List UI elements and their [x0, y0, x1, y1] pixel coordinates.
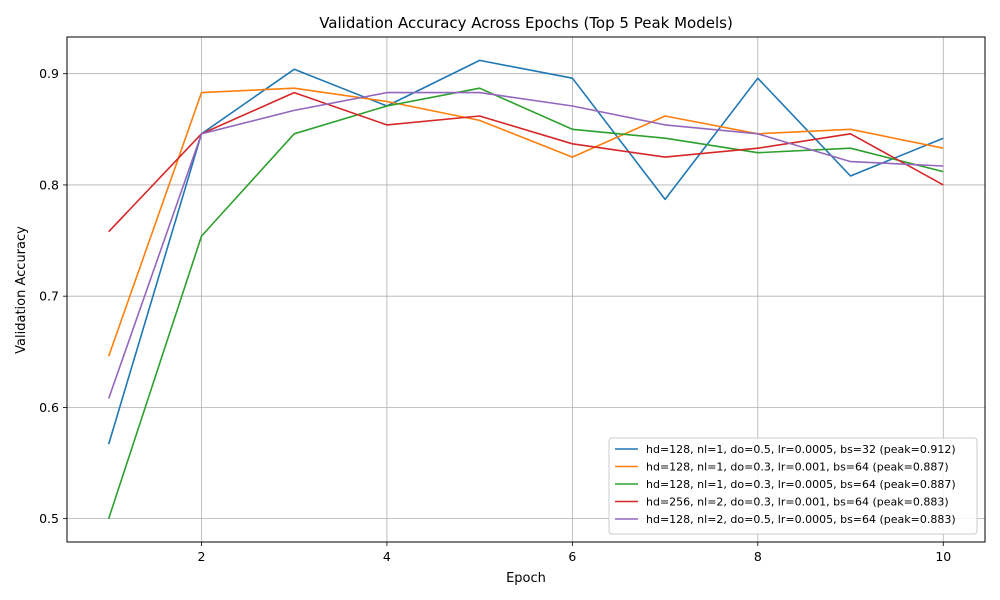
x-tick-label: 4	[383, 549, 391, 564]
series-line-3	[107, 87, 944, 519]
x-tick-label: 2	[197, 549, 205, 564]
legend-box	[608, 437, 978, 535]
series-line-1	[107, 59, 944, 445]
legend-entry: hd=128, nl=2, do=0.5, lr=0.0005, bs=64 (…	[646, 513, 956, 526]
x-tick-label: 8	[754, 549, 762, 564]
y-tick-label: 0.6	[39, 400, 59, 415]
y-tick-label: 0.8	[39, 177, 59, 192]
chart-title: Validation Accuracy Across Epochs (Top 5…	[319, 14, 733, 32]
x-axis-label: Epoch	[506, 571, 546, 586]
legend-entry: hd=128, nl=1, do=0.5, lr=0.0005, bs=32 (…	[646, 443, 956, 456]
series-line-5	[107, 91, 944, 399]
series-line-4	[108, 91, 944, 233]
plot-frame	[66, 36, 986, 543]
x-tick-label: 6	[568, 549, 576, 564]
grid-lines	[67, 37, 985, 542]
legend-entry: hd=128, nl=1, do=0.3, lr=0.001, bs=64 (p…	[646, 461, 949, 474]
y-tick-label: 0.9	[39, 66, 59, 81]
legend-entry: hd=128, nl=1, do=0.3, lr=0.0005, bs=64 (…	[646, 478, 956, 491]
y-tick-label: 0.5	[39, 511, 59, 526]
x-axis-ticks: 2 4 6 8 10	[197, 542, 951, 564]
y-axis-label: Validation Accuracy	[14, 226, 29, 354]
series-lines	[107, 59, 944, 519]
series-line-2	[107, 87, 944, 357]
y-tick-label: 0.7	[39, 289, 59, 304]
legend-entry: hd=256, nl=2, do=0.3, lr=0.001, bs=64 (p…	[646, 496, 949, 509]
legend: hd=128, nl=1, do=0.5, lr=0.0005, bs=32 (…	[608, 437, 978, 535]
x-tick-label: 10	[935, 549, 951, 564]
y-axis-ticks: 0.5 0.6 0.7 0.8 0.9	[39, 66, 67, 526]
